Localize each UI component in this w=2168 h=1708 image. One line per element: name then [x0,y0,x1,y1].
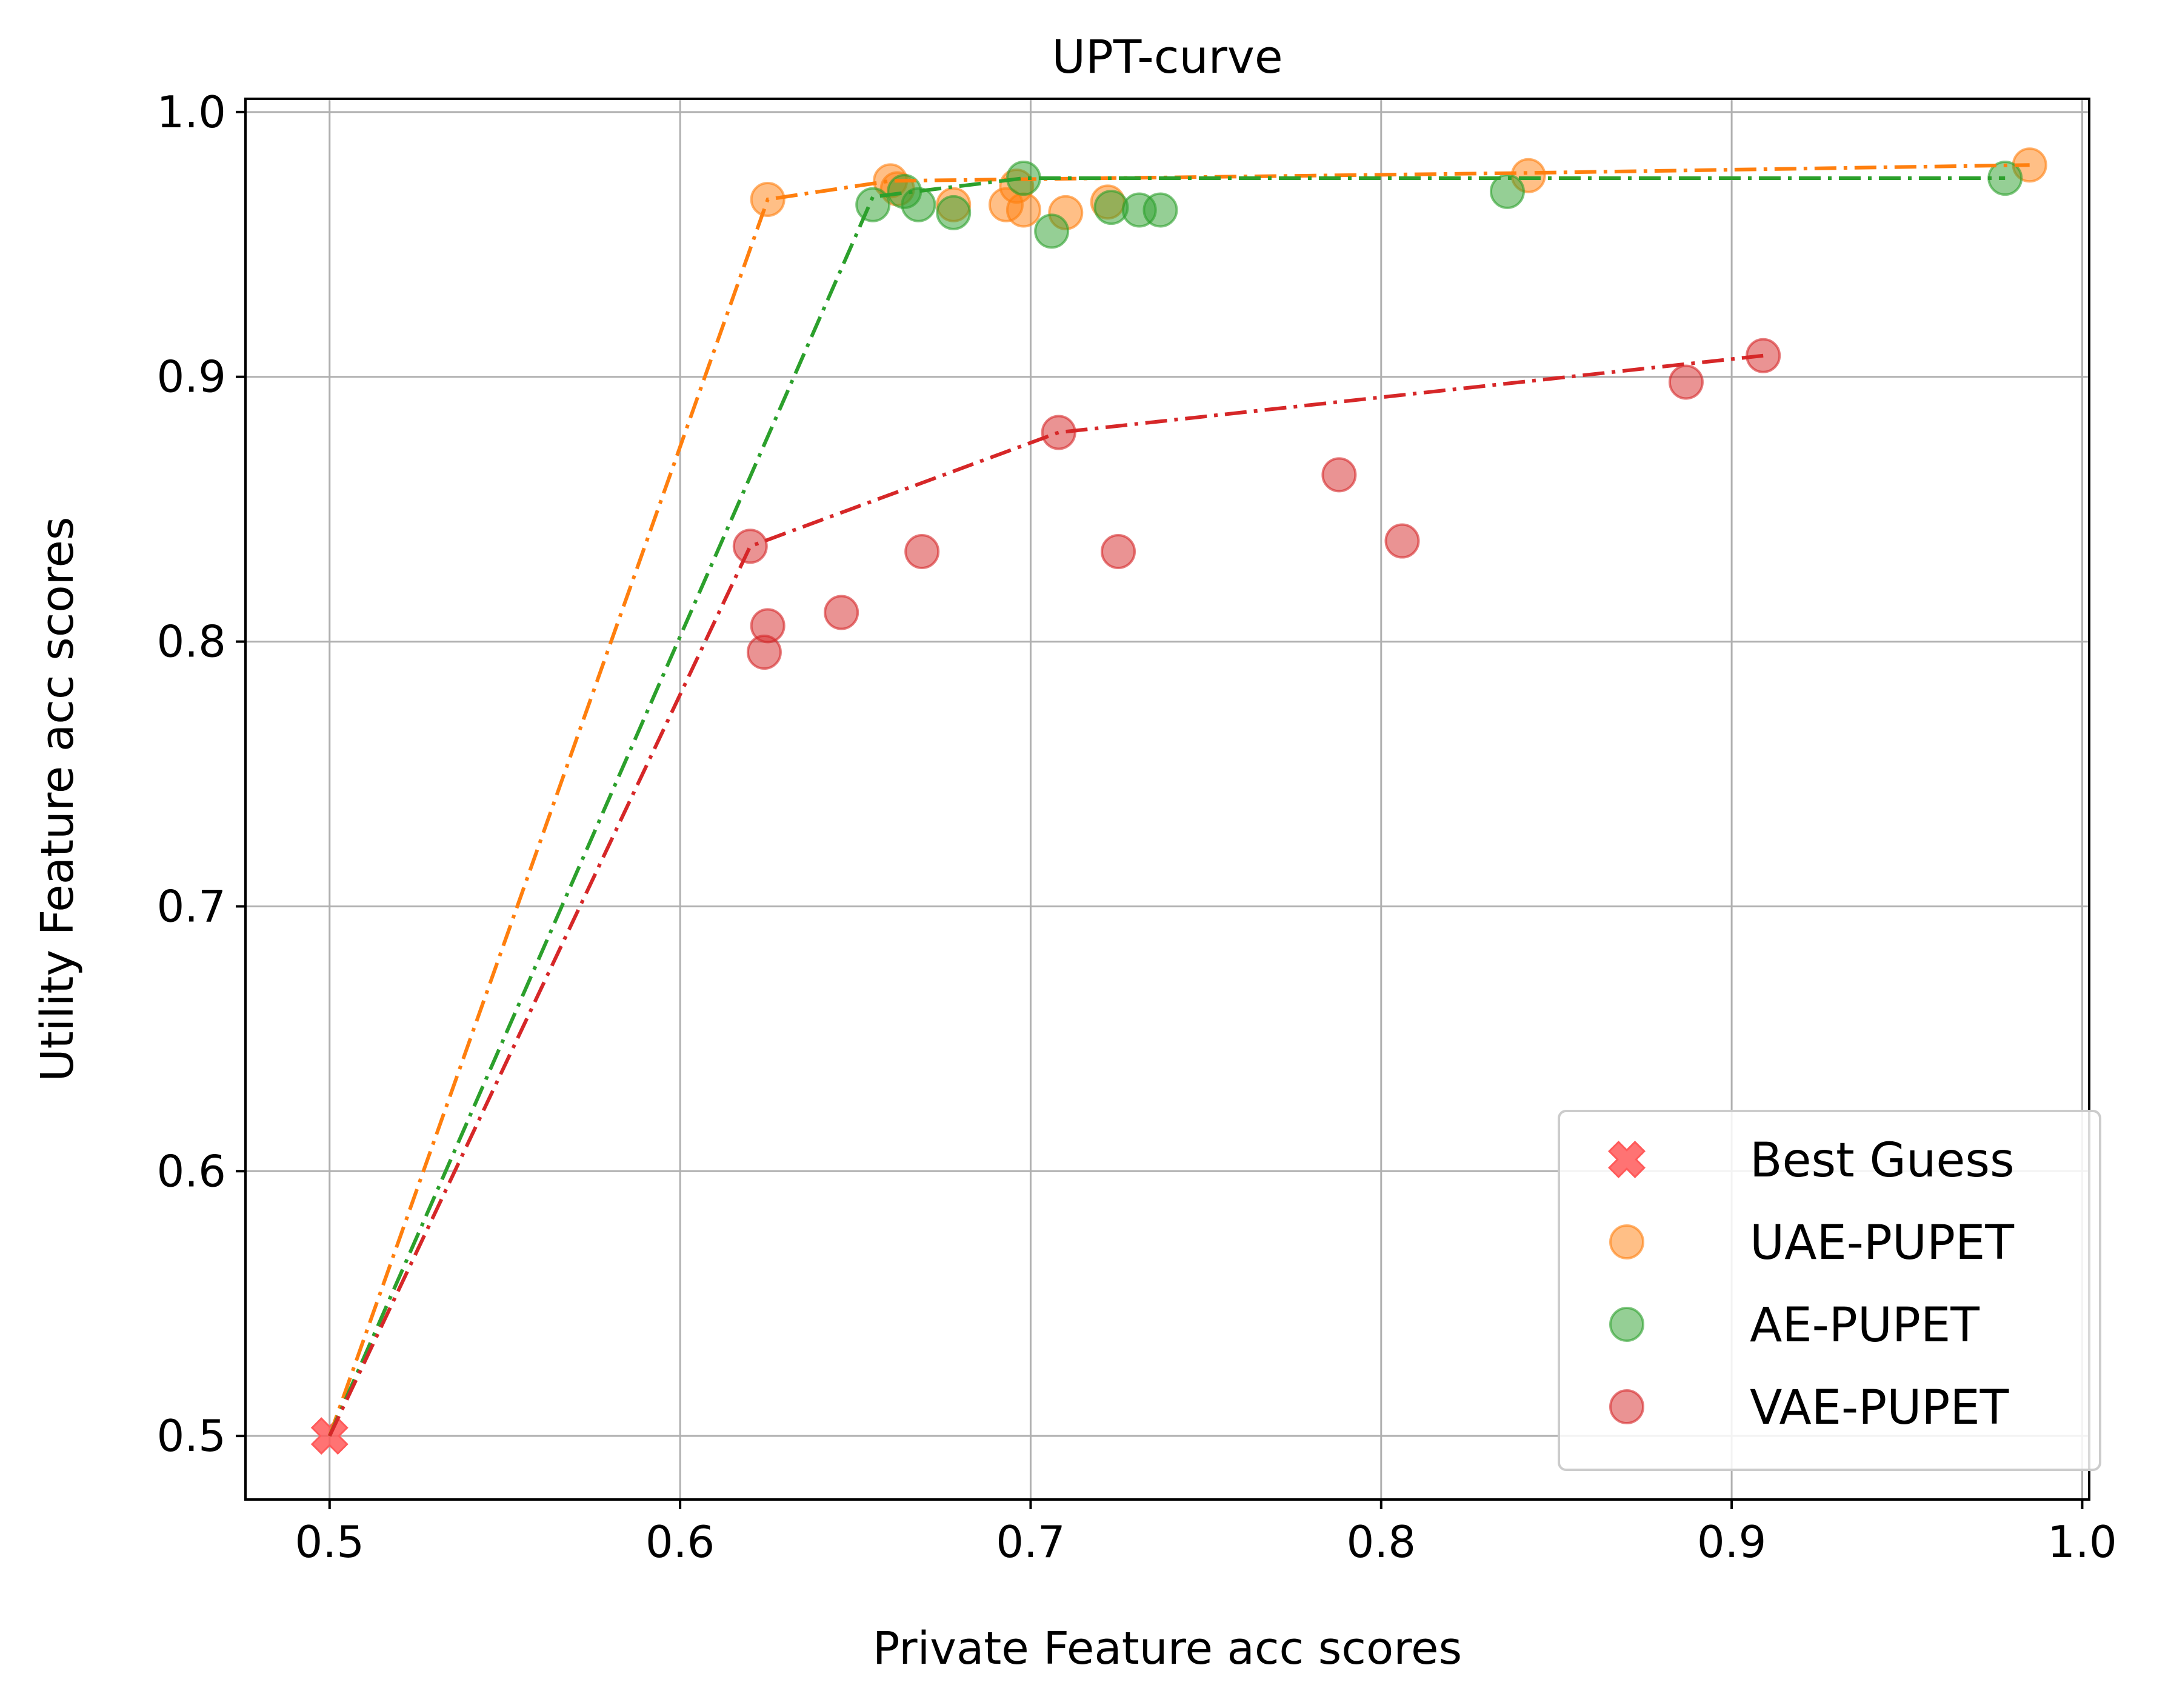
vae-pupet-point [1384,523,1420,559]
y-tick-label: 0.5 [156,1410,226,1461]
vae-pupet-point [1321,457,1357,493]
ae-pupet-point [855,187,891,222]
legend-box [1558,1110,2101,1471]
y-axis-label: Utility Feature acc scores [32,517,84,1082]
x-tick-label: 0.7 [996,1516,1066,1567]
legend-marker-vae-pupet [1609,1389,1644,1424]
x-tick-label: 0.8 [1347,1516,1416,1567]
x-tick-label: 1.0 [2047,1516,2117,1567]
x-axis-label: Private Feature acc scores [873,1623,1462,1675]
y-tick-label: 0.8 [156,616,226,667]
vae-pupet-point [746,635,782,670]
legend-label-vae-pupet: VAE-PUPET [1750,1381,2009,1435]
legend: Best Guess UAE-PUPET AE-PUPET VAE-PUPET [1558,1110,2101,1471]
series-layer [310,147,2047,1455]
vae-pupet-point [904,534,940,570]
chart-title: UPT-curve [1052,30,1282,84]
legend-label-uae-pupet: UAE-PUPET [1750,1216,2014,1270]
ae-pupet-point [936,195,972,230]
legend-label-best-guess: Best Guess [1750,1133,2015,1188]
legend-marker-uae-pupet [1609,1224,1644,1259]
uae-pupet-point [1006,192,1041,228]
vae-pupet-point [732,529,768,564]
vae-pupet-point [824,595,859,630]
legend-marker-ae-pupet [1609,1307,1644,1342]
ae-pupet-point [1034,213,1070,249]
grid-lines [245,99,2089,1500]
x-tick-label: 0.9 [1697,1516,1767,1567]
ae-pupet-point [1489,173,1525,209]
x-tick-label: 0.6 [645,1516,715,1567]
axis-ticks: 0.5 0.6 0.7 0.8 0.9 1.0 0.5 0.6 0.7 0.8 0.9 1.0 [156,87,2116,1567]
x-marker-shape [1608,1141,1646,1178]
x-tick-label: 0.5 [295,1516,365,1567]
uae-pupet-line [327,163,2030,1437]
ae-pupet-point [1142,192,1178,228]
y-tick-label: 0.6 [156,1146,226,1196]
y-tick-label: 0.7 [156,881,226,932]
legend-label-ae-pupet: AE-PUPET [1750,1298,1980,1353]
y-tick-label: 0.9 [156,352,226,402]
vae-pupet-line [328,353,1764,1437]
plot-frame [244,98,2090,1501]
y-tick-label: 1.0 [156,87,226,138]
legend-marker-best-guess [1608,1141,1646,1178]
vae-pupet-point [1668,364,1704,400]
ae-pupet-point [901,187,936,222]
vae-pupet-point [1101,534,1136,570]
